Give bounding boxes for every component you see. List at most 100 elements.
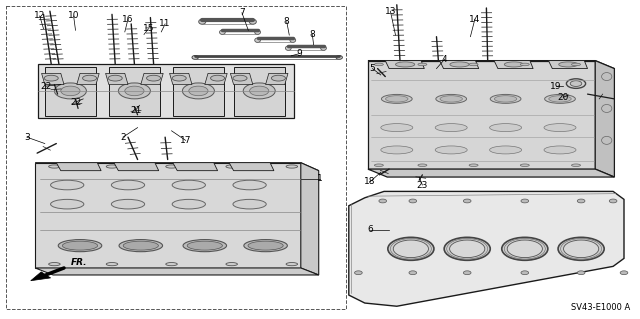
Ellipse shape xyxy=(521,271,529,275)
Text: 14: 14 xyxy=(469,15,481,24)
Text: 11: 11 xyxy=(159,19,171,28)
Ellipse shape xyxy=(51,199,84,209)
Text: 20: 20 xyxy=(557,93,569,102)
Polygon shape xyxy=(230,73,253,85)
Polygon shape xyxy=(77,73,99,85)
Polygon shape xyxy=(35,163,319,171)
Ellipse shape xyxy=(602,105,612,113)
Ellipse shape xyxy=(436,94,467,103)
Ellipse shape xyxy=(172,180,205,190)
Text: 2: 2 xyxy=(120,133,125,142)
Polygon shape xyxy=(35,163,301,268)
Ellipse shape xyxy=(409,271,417,275)
Ellipse shape xyxy=(609,199,617,203)
Polygon shape xyxy=(42,73,64,85)
Ellipse shape xyxy=(577,199,585,203)
Ellipse shape xyxy=(495,96,517,102)
Text: 22: 22 xyxy=(40,82,52,91)
Text: 3: 3 xyxy=(24,133,29,142)
Ellipse shape xyxy=(450,62,469,67)
Ellipse shape xyxy=(520,63,529,66)
Ellipse shape xyxy=(243,83,275,99)
Text: 8: 8 xyxy=(310,30,315,39)
Polygon shape xyxy=(266,73,288,85)
Text: 8: 8 xyxy=(284,17,289,26)
Polygon shape xyxy=(368,169,614,177)
Ellipse shape xyxy=(286,165,298,168)
Ellipse shape xyxy=(469,164,478,167)
Polygon shape xyxy=(301,163,319,275)
Ellipse shape xyxy=(440,96,462,102)
Polygon shape xyxy=(35,268,319,275)
Ellipse shape xyxy=(172,199,205,209)
Ellipse shape xyxy=(166,165,177,168)
Text: 6: 6 xyxy=(367,225,372,234)
Text: 19: 19 xyxy=(550,82,561,91)
Ellipse shape xyxy=(435,124,467,132)
Ellipse shape xyxy=(250,19,256,24)
Ellipse shape xyxy=(286,263,298,266)
Ellipse shape xyxy=(108,75,122,81)
Ellipse shape xyxy=(233,199,266,209)
Ellipse shape xyxy=(558,237,604,260)
Ellipse shape xyxy=(490,94,521,103)
Ellipse shape xyxy=(435,146,467,154)
Polygon shape xyxy=(38,64,294,118)
Ellipse shape xyxy=(381,124,413,132)
Ellipse shape xyxy=(463,271,471,275)
Ellipse shape xyxy=(566,79,586,88)
Text: 12: 12 xyxy=(34,11,45,20)
Ellipse shape xyxy=(211,75,225,81)
Ellipse shape xyxy=(125,86,144,96)
Ellipse shape xyxy=(385,96,408,102)
Ellipse shape xyxy=(44,75,58,81)
Ellipse shape xyxy=(570,81,582,86)
Ellipse shape xyxy=(374,164,383,167)
Ellipse shape xyxy=(381,146,413,154)
Ellipse shape xyxy=(507,240,543,258)
Ellipse shape xyxy=(444,237,490,260)
Text: 13: 13 xyxy=(385,7,396,16)
Ellipse shape xyxy=(409,199,417,203)
Polygon shape xyxy=(173,67,224,116)
Ellipse shape xyxy=(559,62,578,67)
Polygon shape xyxy=(368,61,614,69)
Ellipse shape xyxy=(166,263,177,266)
Ellipse shape xyxy=(388,237,434,260)
Ellipse shape xyxy=(285,46,291,50)
Text: 10: 10 xyxy=(68,11,79,20)
Ellipse shape xyxy=(51,180,84,190)
Ellipse shape xyxy=(49,165,60,168)
Ellipse shape xyxy=(233,75,247,81)
Ellipse shape xyxy=(396,62,415,67)
Text: 9: 9 xyxy=(297,49,302,58)
Ellipse shape xyxy=(198,19,206,24)
Text: 16: 16 xyxy=(122,15,134,24)
Polygon shape xyxy=(56,163,101,171)
Ellipse shape xyxy=(106,263,118,266)
Ellipse shape xyxy=(192,56,198,59)
Ellipse shape xyxy=(119,240,163,252)
Ellipse shape xyxy=(248,241,283,250)
Text: 22: 22 xyxy=(70,98,81,107)
Ellipse shape xyxy=(250,86,269,96)
Ellipse shape xyxy=(58,240,102,252)
Ellipse shape xyxy=(602,137,612,145)
Ellipse shape xyxy=(490,146,522,154)
Text: FR.: FR. xyxy=(70,258,87,267)
Ellipse shape xyxy=(54,83,86,99)
Text: 17: 17 xyxy=(180,136,191,145)
Ellipse shape xyxy=(572,63,580,66)
Ellipse shape xyxy=(321,46,326,50)
Polygon shape xyxy=(494,61,533,69)
Polygon shape xyxy=(349,191,624,306)
Ellipse shape xyxy=(124,241,159,250)
Ellipse shape xyxy=(502,237,548,260)
Text: 4: 4 xyxy=(442,55,447,63)
Text: 7: 7 xyxy=(239,8,244,17)
Ellipse shape xyxy=(188,241,223,250)
Polygon shape xyxy=(170,73,192,85)
Ellipse shape xyxy=(544,146,576,154)
Ellipse shape xyxy=(520,164,529,167)
Ellipse shape xyxy=(572,164,580,167)
